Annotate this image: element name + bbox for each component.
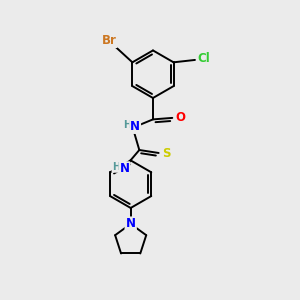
Text: N: N <box>130 120 140 133</box>
Text: Cl: Cl <box>197 52 210 65</box>
Text: Br: Br <box>102 34 117 47</box>
Text: O: O <box>175 111 185 124</box>
Text: N: N <box>126 218 136 231</box>
Text: H: H <box>123 120 131 130</box>
Text: N: N <box>126 218 136 230</box>
Text: S: S <box>162 147 170 160</box>
Text: N: N <box>119 162 129 175</box>
Text: H: H <box>112 162 121 172</box>
